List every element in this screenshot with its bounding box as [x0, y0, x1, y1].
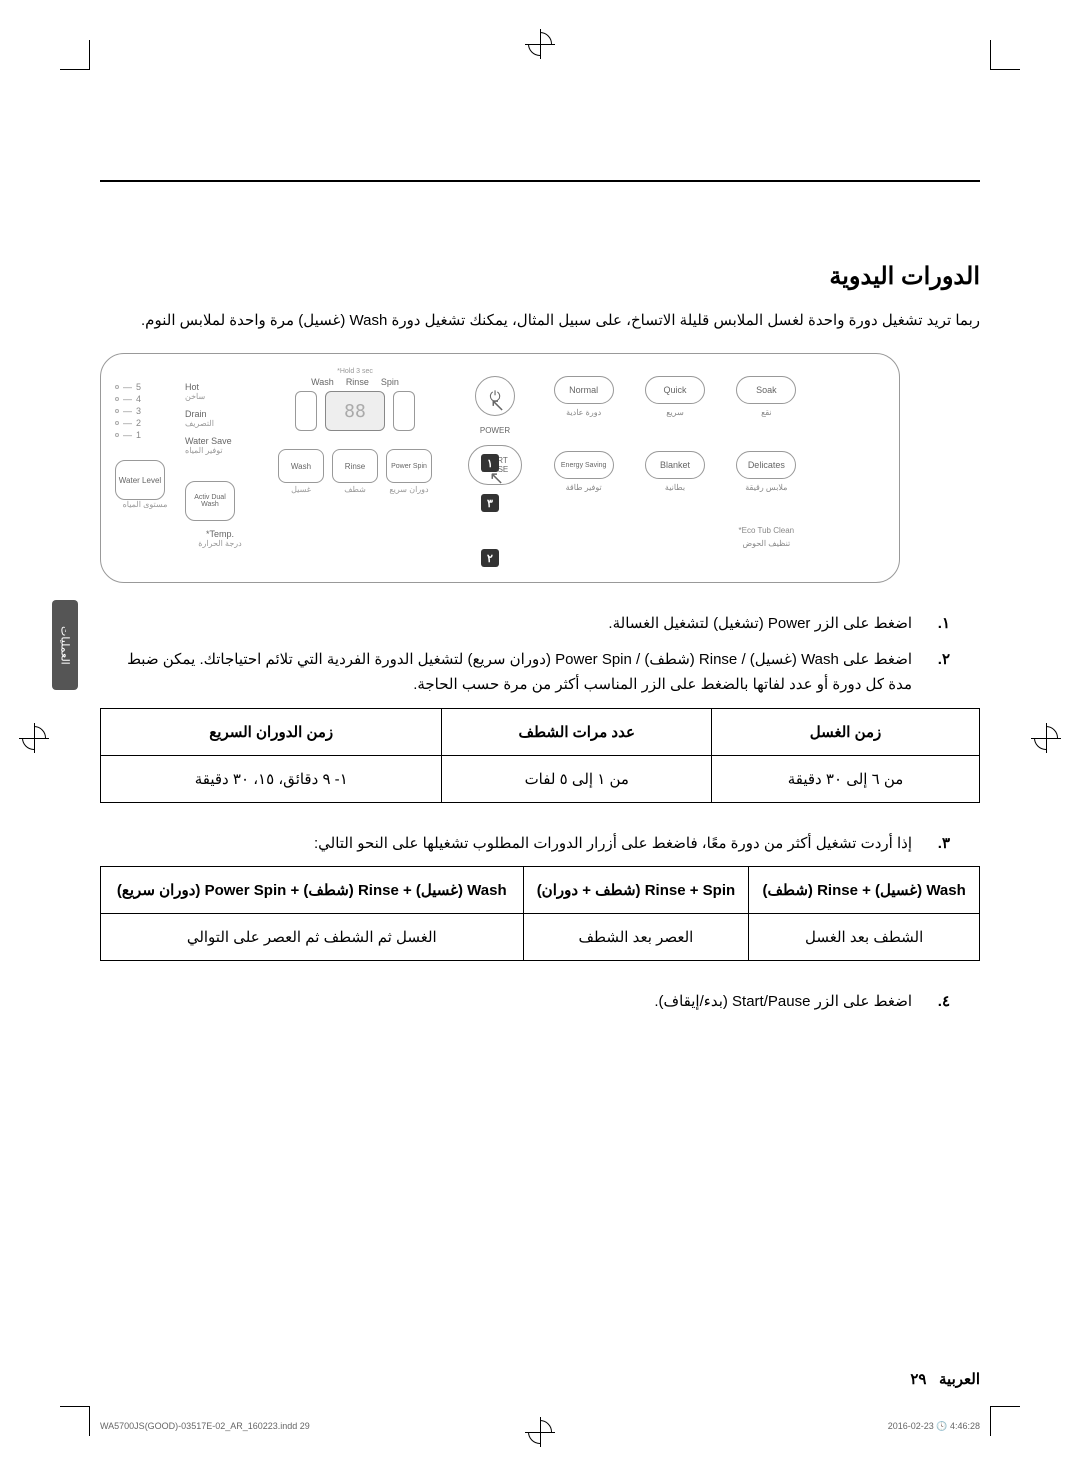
step-1-num: ١. [930, 611, 950, 637]
footer-page: ٢٩ [910, 1371, 926, 1388]
power-button: ⏻ ↖ [475, 376, 515, 416]
temp-hot: Hot [185, 382, 255, 392]
combo-cycles-table: Wash (غسيل) + Rinse (شطف) Rinse + Spin (… [100, 866, 980, 961]
registration-mark [1034, 726, 1058, 750]
t1-h2: عدد مرات الشطف [442, 708, 712, 755]
side-tab: العمليات [52, 600, 78, 690]
t2-h1: Wash (غسيل) + Rinse (شطف) [749, 867, 980, 914]
crop-mark [990, 1406, 1020, 1436]
step-3-text: إذا أردت تشغيل أكثر من دورة معًا، فاضغط … [314, 831, 912, 857]
t1-r1: من ٦ إلى ٣٠ دقيقة [712, 755, 980, 802]
level-5: 5 [136, 382, 141, 392]
t2-r1: الشطف بعد الغسل [749, 914, 980, 961]
digital-display: 88 [325, 391, 385, 431]
temp-btn: *Temp. [185, 529, 255, 539]
registration-mark [528, 32, 552, 56]
cursor-icon: ↖ [490, 395, 505, 416]
footer-lang: العربية [939, 1371, 980, 1388]
rinse-button: Rinse [332, 449, 378, 483]
level-1: 1 [136, 430, 141, 440]
prog-energy: Energy Saving [554, 451, 614, 479]
t1-h3: زمن الدوران السريع [101, 708, 442, 755]
page-heading: الدورات اليدوية [100, 262, 980, 291]
water-level-button: Water Level [115, 460, 165, 500]
level-4: 4 [136, 394, 141, 404]
step-4-text: اضغط على الزر Start/Pause (بدء/إيقاف). [654, 989, 912, 1015]
t2-h2: Rinse + Spin (شطف + دوران) [523, 867, 749, 914]
t2-h3: Wash (غسيل) + Rinse (شطف) + Power Spin (… [101, 867, 524, 914]
level-2: 2 [136, 418, 141, 428]
hold-3sec: *Hold 3 sec [337, 368, 373, 375]
prog-normal: Normal [554, 376, 614, 404]
print-filename: WA5700JS(GOOD)-03517E-02_AR_160223.indd … [100, 1421, 310, 1432]
wash-label: Wash [311, 377, 334, 387]
temp-watersave: Water Save [185, 436, 255, 446]
step-1-text: اضغط على الزر Power (تشغيل) لتشغيل الغسا… [608, 611, 912, 637]
prog-delicates: Delicates [736, 451, 796, 479]
power-label: POWER [480, 426, 510, 435]
crop-mark [990, 40, 1020, 70]
eco-tub: *Eco Tub Clean [739, 526, 795, 535]
callout-badge-1: ١ [481, 454, 499, 472]
prog-soak: Soak [736, 376, 796, 404]
t1-r2: من ١ إلى ٥ لفات [442, 755, 712, 802]
step-2-num: ٢. [930, 647, 950, 698]
t1-r3: ١- ٩ دقائق، ١٥، ٣٠ دقيقة [101, 755, 442, 802]
t1-h1: زمن الغسل [712, 708, 980, 755]
power-spin-button: Power Spin [386, 449, 432, 483]
t2-r2: العصر بعد الشطف [523, 914, 749, 961]
temp-drain: Drain [185, 409, 255, 419]
prog-quick: Quick [645, 376, 705, 404]
t2-r3: الغسل ثم الشطف ثم العصر على التوالي [101, 914, 524, 961]
callout-badge-2: ٢ [481, 549, 499, 567]
control-panel-illustration: —5 —4 —3 —2 —1 Water Level مستوى المياه … [100, 353, 900, 583]
registration-mark [22, 726, 46, 750]
print-timestamp: 2016-02-23 🕓 4:46:28 [888, 1421, 980, 1432]
wash-button: Wash [278, 449, 324, 483]
crop-mark [60, 40, 90, 70]
step-4-num: ٤. [930, 989, 950, 1015]
level-3: 3 [136, 406, 141, 416]
rinse-label: Rinse [346, 377, 369, 387]
callout-badge-3: ٣ [481, 494, 499, 512]
top-divider [100, 180, 980, 182]
spin-label: Spin [381, 377, 399, 387]
water-level-ar: مستوى المياه [115, 500, 175, 509]
step-3-num: ٣. [930, 831, 950, 857]
prog-blanket: Blanket [645, 451, 705, 479]
intro-text: ربما تريد تشغيل دورة واحدة لغسل الملابس … [100, 309, 980, 333]
cycle-params-table: زمن الغسل عدد مرات الشطف زمن الدوران الس… [100, 708, 980, 803]
step-2-text: اضغط على Wash (غسيل) / Rinse (شطف) / Pow… [100, 647, 912, 698]
crop-mark [60, 1406, 90, 1436]
activ-button: Activ Dual Wash [185, 481, 235, 521]
